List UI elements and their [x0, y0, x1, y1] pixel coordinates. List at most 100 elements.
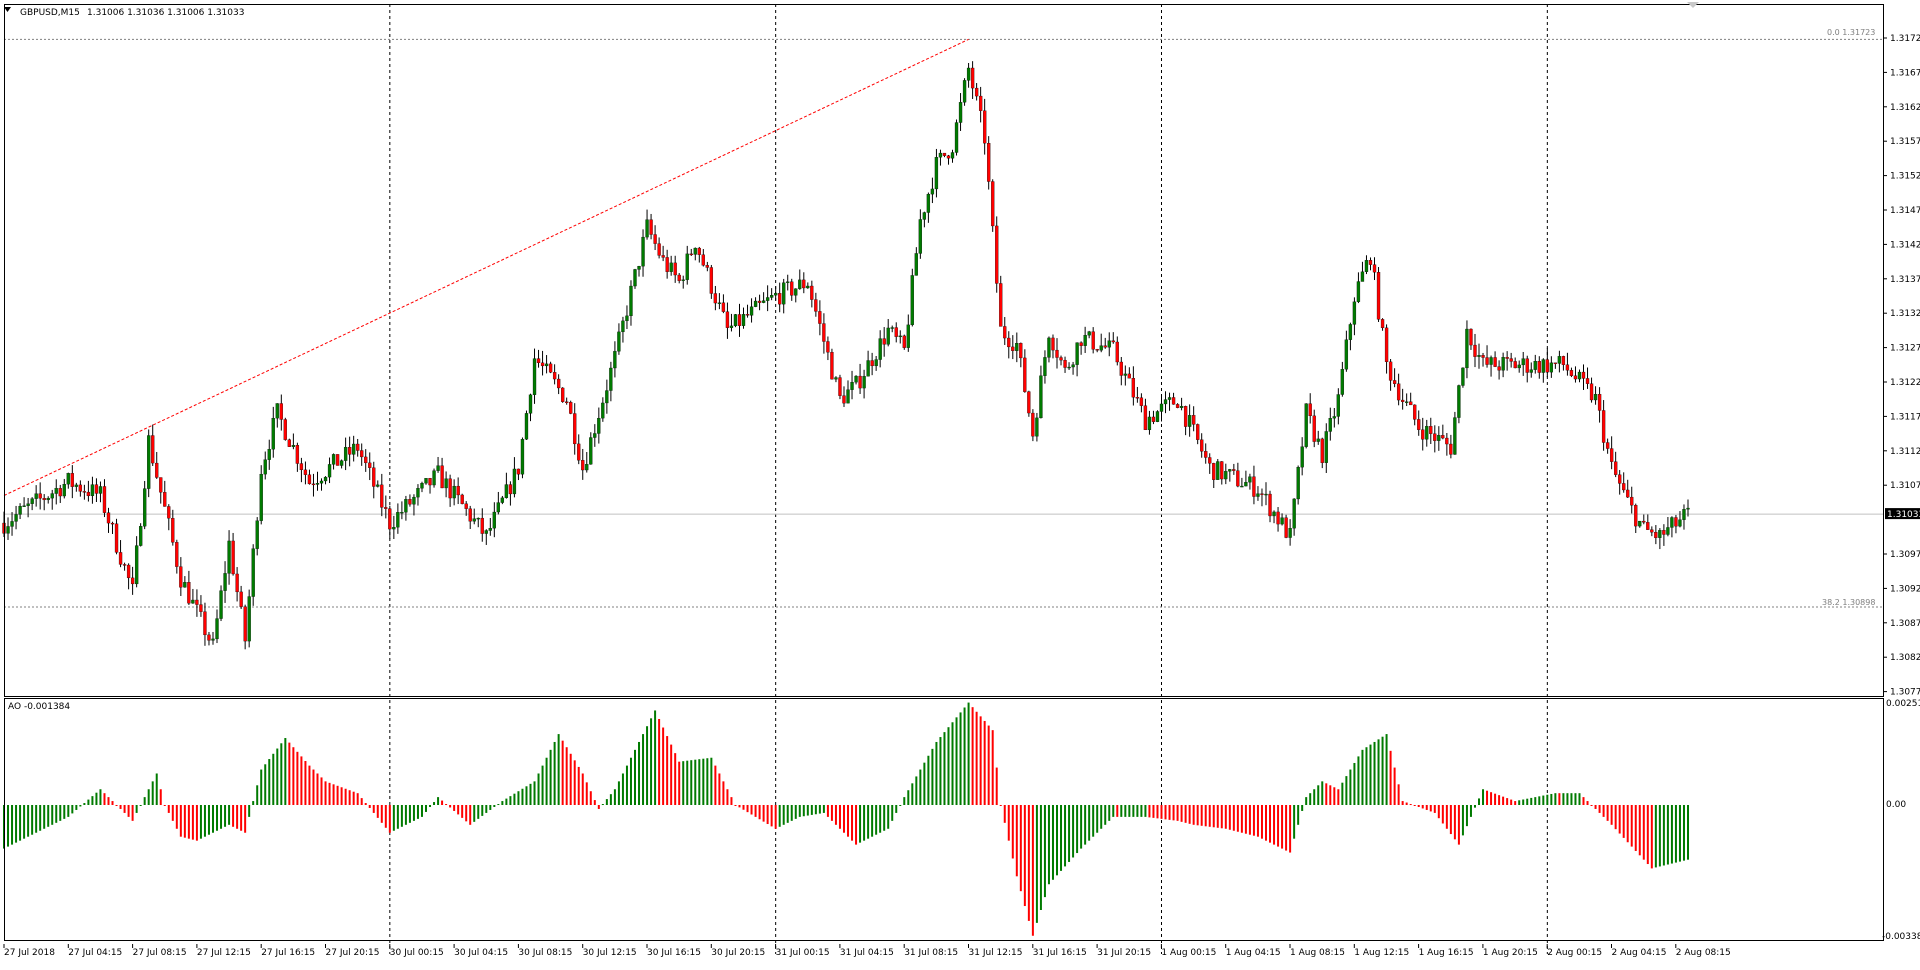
price-tick-label: 1.31575: [1890, 137, 1920, 147]
ao-bar: [1256, 805, 1259, 837]
candle-body: [1228, 469, 1232, 472]
ao-bar: [296, 751, 299, 805]
ao-bar: [505, 798, 508, 805]
ao-bar: [127, 805, 130, 817]
candle-body: [737, 314, 742, 326]
ao-bar: [1269, 805, 1272, 843]
ao-bar: [388, 805, 391, 833]
ao-bar: [1542, 795, 1545, 805]
candle-body: [1614, 461, 1618, 475]
candle-body: [468, 508, 472, 522]
ao-bar: [766, 805, 769, 825]
ao-bar: [308, 765, 311, 805]
candle-body: [589, 437, 593, 465]
candle-body: [757, 300, 762, 303]
candle-body: [191, 599, 195, 604]
scroll-handle-icon[interactable]: [1687, 2, 1699, 9]
ao-bar: [1035, 805, 1038, 923]
ao-bar: [1461, 805, 1464, 836]
ao-bar: [1027, 805, 1030, 921]
ao-bar: [35, 805, 38, 833]
ao-bar: [521, 788, 524, 805]
ao-bar: [240, 805, 243, 831]
ao-bar: [826, 805, 829, 817]
candle-body: [1601, 410, 1606, 443]
candle-body: [1240, 485, 1244, 488]
candle-body: [496, 502, 500, 513]
ao-bar: [621, 773, 624, 805]
ao-bar: [1482, 789, 1485, 805]
ao-bar: [1494, 793, 1497, 805]
candle-body: [1276, 511, 1280, 525]
candle-body: [966, 67, 971, 81]
candle-body: [1179, 406, 1184, 408]
candle-body: [1461, 367, 1465, 386]
candle-body: [26, 503, 30, 506]
ao-bar: [742, 805, 745, 810]
ao-bar: [264, 764, 267, 805]
ao-bar: [1662, 805, 1665, 866]
candle-body: [488, 528, 492, 531]
ao-bar: [706, 758, 709, 805]
candle-body: [1396, 383, 1401, 401]
ao-bar: [943, 732, 946, 805]
ao-bar: [445, 804, 448, 806]
candle-body: [866, 360, 870, 377]
ao-bar: [883, 805, 886, 831]
ao-bar: [1582, 797, 1585, 805]
candle-body: [1175, 404, 1180, 408]
candle-body: [954, 122, 959, 153]
ao-bar: [666, 736, 669, 805]
candle-body: [890, 327, 894, 329]
candle-body: [143, 488, 147, 527]
candle-body: [78, 484, 83, 492]
ohlc-label: 1.31006 1.31036 1.31006 1.31033: [87, 8, 244, 18]
time-tick-label: 2 Aug 00:15: [1547, 948, 1602, 958]
ao-bar: [790, 805, 793, 821]
candle-body: [1348, 324, 1353, 340]
candle-body: [653, 234, 657, 244]
candle-body: [962, 80, 967, 103]
candle-body: [428, 478, 432, 486]
candle-body: [183, 582, 187, 588]
candle-body: [1533, 360, 1537, 370]
ao-bar: [1365, 747, 1368, 805]
candle-body: [1244, 482, 1248, 487]
price-tick-label: 1.31325: [1890, 309, 1920, 319]
ao-bar: [1011, 805, 1014, 859]
ao-bar: [372, 805, 375, 813]
candle-body: [1473, 344, 1477, 357]
time-tick-label: 27 Jul 16:15: [261, 948, 315, 958]
time-tick-label: 30 Jul 16:15: [647, 948, 701, 958]
ao-bar: [1152, 805, 1155, 818]
ao-bar: [1156, 805, 1159, 819]
ao-bar: [1522, 799, 1525, 805]
candle-body: [388, 508, 392, 530]
candle-body: [1364, 260, 1369, 272]
ao-bar: [1554, 793, 1557, 805]
ao-bar: [875, 805, 878, 835]
ao-bar: [220, 805, 223, 829]
ao-bar: [1289, 805, 1292, 853]
menu-triangle-icon[interactable]: [4, 7, 11, 13]
price-tick-label: 1.31475: [1890, 206, 1920, 216]
ao-bar: [425, 805, 428, 812]
candle-body: [974, 87, 979, 97]
ao-bar: [609, 794, 612, 805]
ao-bar: [545, 757, 548, 805]
candle-body: [858, 375, 862, 389]
candle-body: [70, 473, 74, 487]
ao-bar: [778, 805, 781, 827]
ao-bar: [991, 730, 994, 805]
ao-bar: [806, 805, 809, 816]
ao-bar: [497, 804, 500, 806]
candle-body: [1167, 397, 1172, 400]
ao-bar: [1389, 750, 1392, 805]
candle-body: [1288, 528, 1292, 538]
candle-body: [287, 439, 292, 447]
ao-bar: [1317, 785, 1320, 805]
candle-body: [1304, 403, 1308, 447]
level-layer: [3, 38, 1883, 608]
